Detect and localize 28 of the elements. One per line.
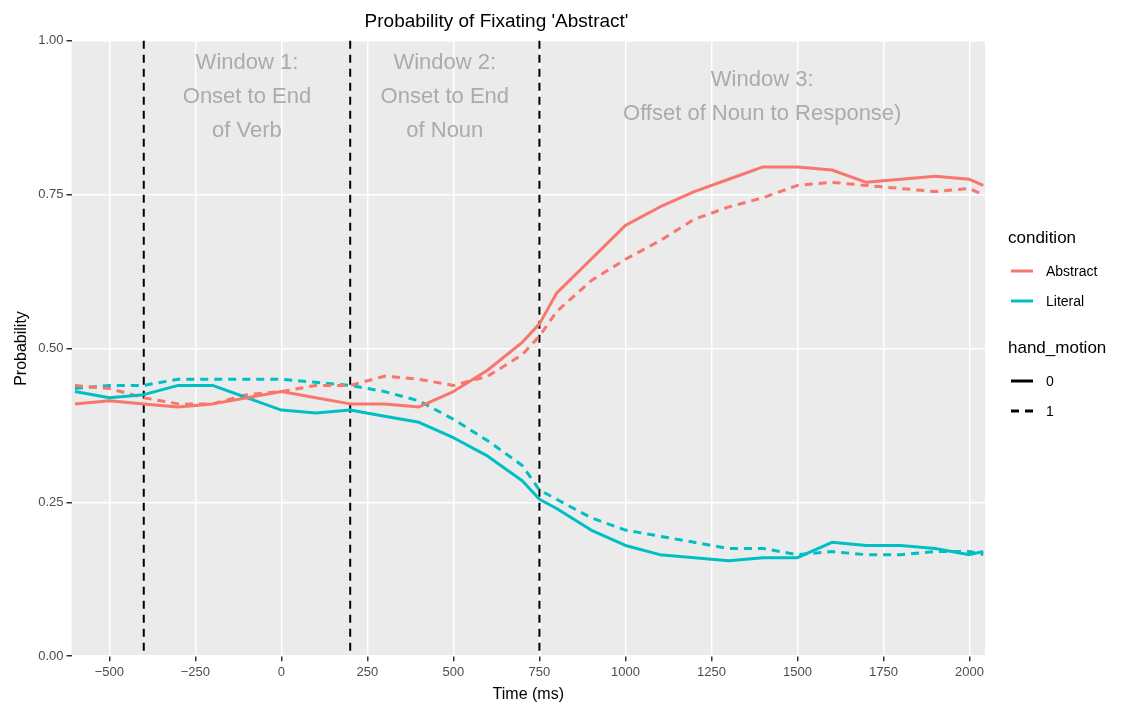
- x-tick-label: 750: [528, 663, 551, 679]
- annotation: Window 2: Onset to End of Noun: [380, 48, 510, 142]
- x-tick-label: 0: [277, 663, 285, 679]
- y-tick-label: 0.00: [38, 647, 64, 663]
- x-tick-label: 1250: [697, 663, 726, 679]
- text: 0: [1046, 373, 1054, 389]
- y-tick-label: 0.50: [38, 340, 64, 356]
- x-tick-label: 2000: [955, 663, 984, 679]
- y-tick-label: 1.00: [38, 32, 64, 48]
- legend-label: Abstract: [1046, 263, 1098, 279]
- text: hand_motion: [1008, 338, 1107, 357]
- x-axis-title: Time (ms): [492, 684, 564, 702]
- chart-title: Probability of Fixating 'Abstract': [364, 9, 629, 31]
- y-tick-label: 0.75: [38, 186, 64, 202]
- x-tick-label: 250: [356, 663, 379, 679]
- text: condition: [1008, 228, 1077, 247]
- y-tick-label: 0.25: [38, 493, 64, 509]
- legend-label: Literal: [1046, 293, 1085, 309]
- x-tick-label: 1000: [610, 663, 640, 679]
- annotation: Window 1: Onset to End of Verb: [182, 48, 312, 142]
- x-tick-label: 1750: [869, 663, 898, 679]
- x-tick-label: 500: [442, 663, 465, 679]
- text: 1: [1046, 403, 1054, 419]
- x-tick-label: −250: [180, 663, 211, 679]
- x-tick-label: −500: [94, 663, 124, 679]
- x-tick-label: 1500: [783, 663, 812, 679]
- annotation: Window 3: Offset of Noun to Response): [623, 65, 902, 125]
- y-axis-title: Probability: [12, 311, 30, 386]
